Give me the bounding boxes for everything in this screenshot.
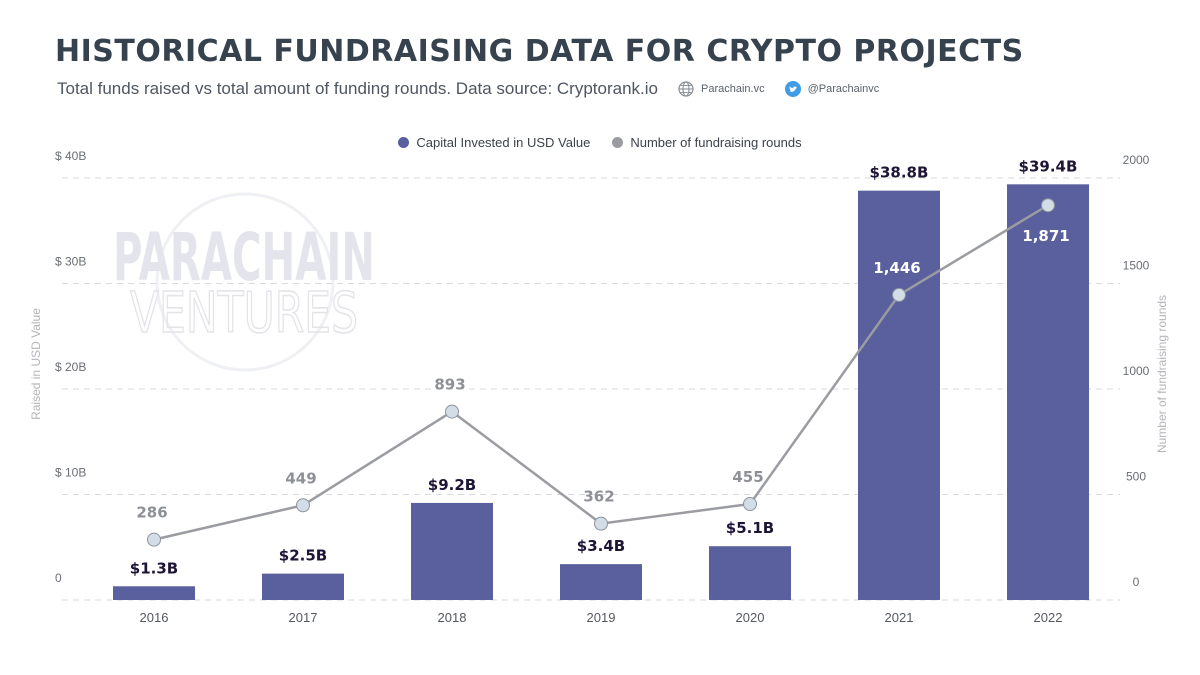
website-credit[interactable]: Parachain.vc xyxy=(678,81,765,97)
legend-label-capital: Capital Invested in USD Value xyxy=(416,135,591,150)
bar-label-2020: $5.1B xyxy=(726,519,774,537)
chart-legend: Capital Invested in USD Value Number of … xyxy=(0,135,1200,150)
labels-layer: $1.3B $2.5B $9.2B $3.4B $5.1B $38.8B $39.4B 286… xyxy=(130,157,1078,577)
bar-label-2018: $9.2B xyxy=(428,476,476,494)
legend-swatch-capital xyxy=(398,137,410,148)
legend-label-rounds: Number of fundraising rounds xyxy=(630,135,802,150)
rounds-label-2021: 1,446 xyxy=(873,259,920,277)
globe-icon xyxy=(678,81,694,97)
y-right-tick-label-500: 500 xyxy=(1126,470,1146,484)
bar-label-2017: $2.5B xyxy=(279,547,327,565)
x-tick-label-2019: 2019 xyxy=(587,610,616,625)
x-tick-label-2020: 2020 xyxy=(736,610,765,625)
rounds-point-2017[interactable] xyxy=(296,498,310,513)
bar-2018[interactable] xyxy=(411,502,493,600)
rounds-label-2017: 449 xyxy=(285,469,316,487)
bar-2016[interactable] xyxy=(113,586,195,600)
x-tick-label-2021: 2021 xyxy=(885,610,914,625)
rounds-point-2022[interactable] xyxy=(1041,198,1055,213)
legend-item-capital[interactable]: Capital Invested in USD Value xyxy=(398,135,590,150)
legend-item-rounds[interactable]: Number of fundraising rounds xyxy=(612,135,802,150)
y-right-tick-label-0: 0 xyxy=(1133,575,1140,589)
twitter-credit[interactable]: @Parachainvc xyxy=(784,81,880,97)
website-label: Parachain.vc xyxy=(701,83,765,95)
rounds-label-2022: 1,871 xyxy=(1022,227,1069,245)
y-axis-title: Raised in USD Value xyxy=(29,308,43,420)
bar-2020[interactable] xyxy=(709,546,791,600)
y-right-tick-label-1500: 1500 xyxy=(1123,259,1150,273)
x-tick-label-2017: 2017 xyxy=(289,610,318,625)
x-tick-label-2016: 2016 xyxy=(140,610,169,625)
rounds-point-2018[interactable] xyxy=(445,404,459,419)
rounds-point-2020[interactable] xyxy=(743,496,757,511)
bar-label-2019: $3.4B xyxy=(577,537,625,555)
line-layer xyxy=(147,198,1055,547)
y-tick-label-40: $ 40B xyxy=(55,149,86,163)
rounds-point-2019[interactable] xyxy=(594,516,608,531)
chart-subtitle: Total funds raised vs total amount of fu… xyxy=(57,79,658,98)
bar-2021[interactable] xyxy=(858,190,940,600)
x-tick-label-2018: 2018 xyxy=(438,610,467,625)
x-tick-label-2022: 2022 xyxy=(1034,610,1063,625)
grid-lines xyxy=(62,177,1120,601)
twitter-handle: @Parachainvc xyxy=(807,83,880,95)
y-right-axis-title: Number of fundraising rounds xyxy=(1155,295,1169,453)
bar-label-2021: $38.8B xyxy=(870,164,929,182)
y-tick-label-0: 0 xyxy=(55,571,62,585)
bars-layer xyxy=(113,184,1089,600)
subtitle-row: Total funds raised vs total amount of fu… xyxy=(57,79,879,99)
y-tick-label-10: $ 10B xyxy=(55,466,86,480)
axes-layer: 0 $ 10B $ 20B $ 30B $ 40B 0 500 1000 1500 2000 Rai… xyxy=(29,149,1169,625)
rounds-label-2019: 362 xyxy=(583,488,614,506)
rounds-label-2018: 893 xyxy=(434,376,465,394)
rounds-point-2016[interactable] xyxy=(147,532,161,547)
y-tick-label-30: $ 30B xyxy=(55,255,86,269)
y-tick-label-20: $ 20B xyxy=(55,360,86,374)
chart-title: HISTORICAL FUNDRAISING DATA FOR CRYPTO P… xyxy=(55,34,1024,69)
watermark-ring xyxy=(155,192,335,372)
bar-label-2016: $1.3B xyxy=(130,559,178,577)
rounds-point-2021[interactable] xyxy=(892,287,906,302)
bar-2017[interactable] xyxy=(262,573,344,600)
y-right-tick-label-2000: 2000 xyxy=(1123,153,1150,167)
watermark-line2: VENTURES xyxy=(130,281,358,346)
rounds-label-2020: 455 xyxy=(732,468,763,486)
bar-2019[interactable] xyxy=(560,564,642,600)
twitter-bird-icon xyxy=(784,81,801,97)
legend-swatch-rounds xyxy=(612,137,624,148)
watermark: PARACHAIN VENTURES xyxy=(113,192,375,372)
bar-label-2022: $39.4B xyxy=(1019,157,1078,175)
rounds-label-2016: 286 xyxy=(136,504,167,522)
bar-2022[interactable] xyxy=(1007,184,1089,600)
y-right-tick-label-1000: 1000 xyxy=(1123,364,1150,378)
